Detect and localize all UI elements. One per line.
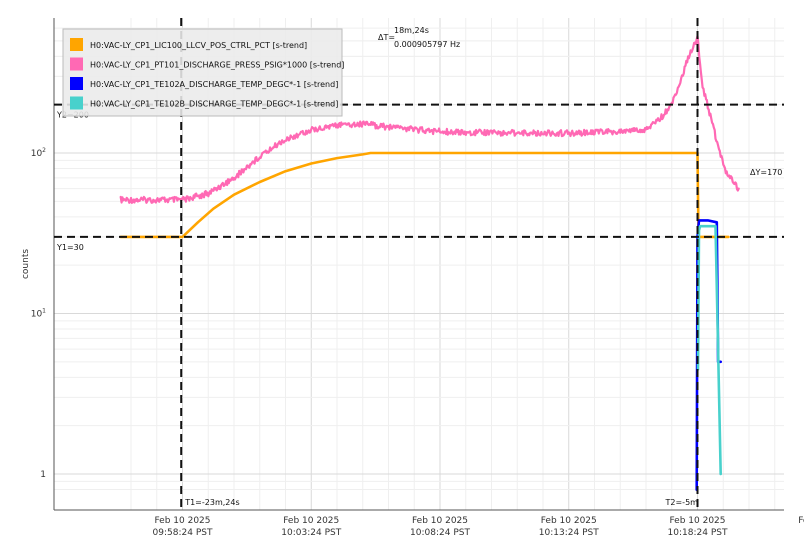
y-tick-label: 102 — [31, 147, 46, 159]
series-line — [696, 224, 722, 476]
series-line — [119, 34, 740, 204]
legend-box — [62, 28, 343, 117]
x-tick-label: Feb 10 2025 — [283, 516, 339, 526]
x-tick-label: 10:13:24 PST — [539, 528, 599, 538]
legend-swatch — [70, 57, 83, 71]
x-tick-label: Feb 10 2025 — [798, 516, 804, 526]
x-tick-label: Feb 10 2025 — [541, 516, 597, 526]
legend-label: H0:VAC-LY_CP1_TE102A_DISCHARGE_TEMP_DEGC… — [90, 80, 338, 89]
x-tick-label: 09:58:24 PST — [153, 528, 213, 538]
x-tick-label: Feb 10 2025 — [154, 516, 210, 526]
delta-t-value: 18m,24s — [394, 26, 429, 35]
legend-label: H0:VAC-LY_CP1_PT101_DISCHARGE_PRESS_PSIG… — [90, 61, 344, 70]
x-tick-label: Feb 10 2025 — [412, 516, 468, 526]
x-tick-label: 10:03:24 PST — [281, 528, 341, 538]
legend-label: H0:VAC-LY_CP1_TE102B_DISCHARGE_TEMP_DEGC… — [90, 100, 338, 109]
horizontal-cursor-label: Y1=30 — [56, 243, 84, 252]
delta-y-label: ΔY=170 — [750, 168, 782, 177]
y-axis-title: counts — [21, 249, 31, 279]
x-tick-label: Feb 10 2025 — [669, 516, 725, 526]
legend-swatch — [70, 77, 83, 90]
legend-label: H0:VAC-LY_CP1_LIC100_LLCV_POS_CTRL_PCT [… — [90, 41, 307, 50]
y-tick-label: 101 — [31, 308, 46, 320]
legend: H0:VAC-LY_CP1_LIC100_LLCV_POS_CTRL_PCT [… — [62, 28, 344, 117]
series-line — [119, 151, 730, 239]
vertical-cursor-label: T1=-23m,24s — [184, 498, 239, 507]
x-tick-label: 10:08:24 PST — [410, 528, 470, 538]
legend-swatch — [70, 96, 83, 110]
y-tick-label: 1 — [40, 470, 46, 480]
delta-t-frequency: 0.000905797 Hz — [394, 40, 460, 49]
x-tick-label: 10:18:24 PST — [668, 528, 728, 538]
legend-swatch — [70, 38, 83, 51]
delta-t-label: ΔT= — [378, 33, 395, 42]
vertical-cursor-label: T2=-5m — [665, 498, 699, 507]
